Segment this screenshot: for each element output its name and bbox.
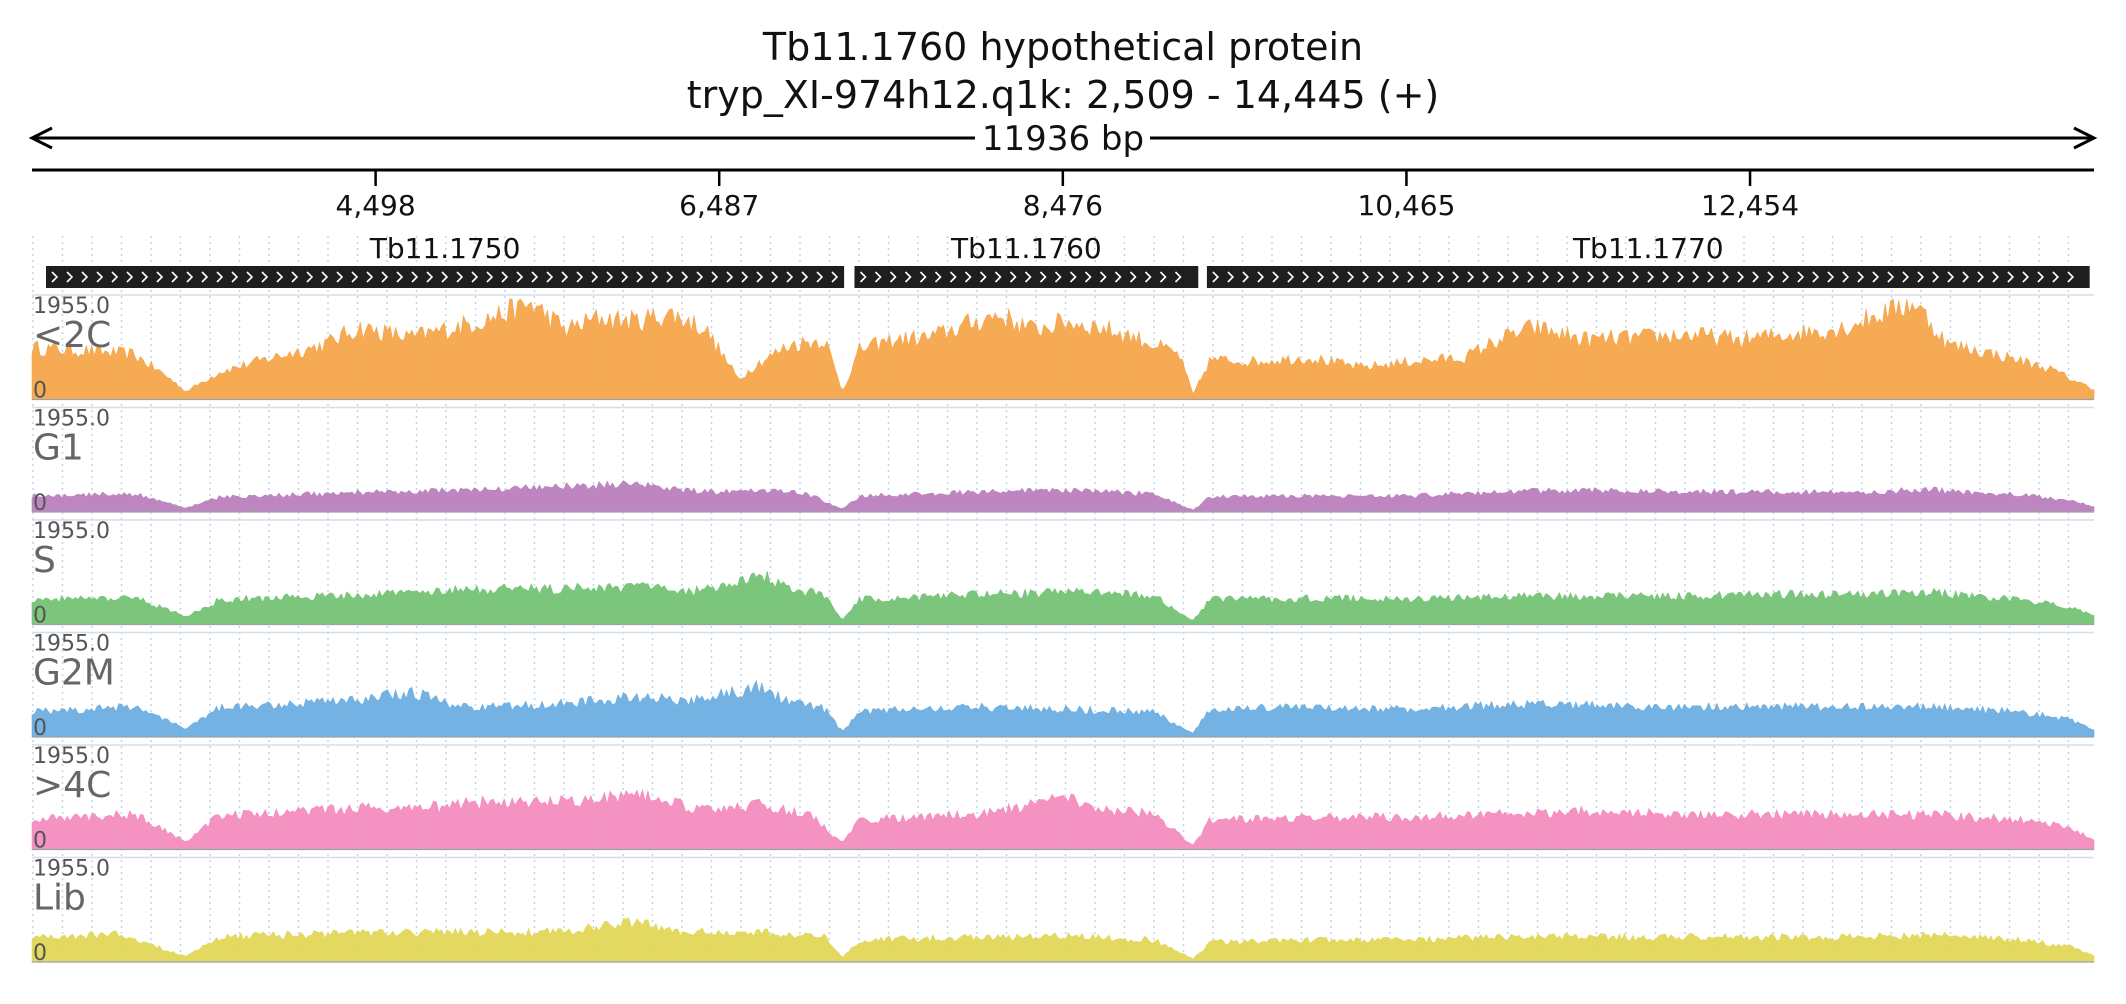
strand-chevrons bbox=[859, 271, 1182, 283]
coverage-area bbox=[31, 917, 2095, 963]
coverage-area bbox=[31, 298, 2095, 400]
track-5: 1955.0>4C 0 bbox=[31, 744, 2095, 854]
track-name-label: G1 bbox=[33, 428, 84, 469]
axis-tick-label: 4,498 bbox=[336, 189, 416, 222]
span-ruler: 11936 bp bbox=[28, 119, 2098, 159]
span-length-label: 11936 bp bbox=[982, 119, 1144, 159]
track-ymax-label: 1955.0 bbox=[33, 294, 110, 319]
track-name-label: >4C bbox=[33, 765, 111, 806]
strand-chevrons bbox=[1212, 271, 2075, 283]
strand-chevrons bbox=[51, 271, 839, 283]
track-3: 1955.0S 0 bbox=[31, 519, 2095, 629]
track-name-label: S bbox=[33, 540, 56, 581]
chart-title: Tb11.1760 hypothetical protein bbox=[762, 25, 1363, 69]
track-ymin-label: 0 bbox=[33, 829, 47, 854]
axis-tick-label: 12,454 bbox=[1701, 189, 1799, 222]
gene-track: Tb11.1750 Tb11.1760 Tb11.1770 bbox=[45, 232, 2090, 288]
gene-bar bbox=[854, 266, 1199, 288]
gene-bar bbox=[45, 266, 845, 288]
gene-bar bbox=[1206, 266, 2090, 288]
track-ymax-label: 1955.0 bbox=[33, 632, 110, 657]
track-ymin-label: 0 bbox=[33, 379, 47, 404]
track-ymax-label: 1955.0 bbox=[33, 519, 110, 544]
track-ymin-label: 0 bbox=[33, 604, 47, 629]
track-ymax-label: 1955.0 bbox=[33, 407, 110, 432]
track-ymin-label: 0 bbox=[33, 716, 47, 741]
track-name-label: Lib bbox=[33, 878, 86, 919]
track-ymin-label: 0 bbox=[33, 491, 47, 516]
axis-tick-label: 10,465 bbox=[1357, 189, 1455, 222]
track-name-label: <2C bbox=[33, 315, 111, 356]
coverage-area bbox=[31, 480, 2095, 513]
coverage-area bbox=[31, 679, 2095, 738]
coverage-tracks: 1955.0<2C01955.0G101955.0S01955.0G2M0195… bbox=[31, 294, 2095, 966]
chart-subtitle: tryp_XI-974h12.q1k: 2,509 - 14,445 (+) bbox=[687, 73, 1440, 117]
coverage-area bbox=[31, 571, 2095, 625]
axis-tick-label: 6,487 bbox=[679, 189, 759, 222]
track-2: 1955.0G1 0 bbox=[31, 407, 2095, 516]
gene-label: Tb11.1760 bbox=[950, 232, 1102, 265]
axis-tick-label: 8,476 bbox=[1023, 189, 1103, 222]
coverage-area bbox=[31, 788, 2095, 850]
track-ymax-label: 1955.0 bbox=[33, 857, 110, 882]
track-ymax-label: 1955.0 bbox=[33, 744, 110, 769]
right-arrowhead bbox=[2073, 126, 2098, 150]
gene-label: Tb11.1770 bbox=[1572, 232, 1724, 265]
coordinate-axis: 4,498 6,487 8,476 10,465 12,454 bbox=[32, 168, 2094, 222]
track-ymin-label: 0 bbox=[33, 941, 47, 966]
left-arrowhead bbox=[28, 126, 53, 150]
track-name-label: G2M bbox=[33, 653, 115, 694]
gene-label: Tb11.1750 bbox=[369, 232, 521, 265]
track-1: 1955.0<2C 0 bbox=[31, 294, 2095, 404]
